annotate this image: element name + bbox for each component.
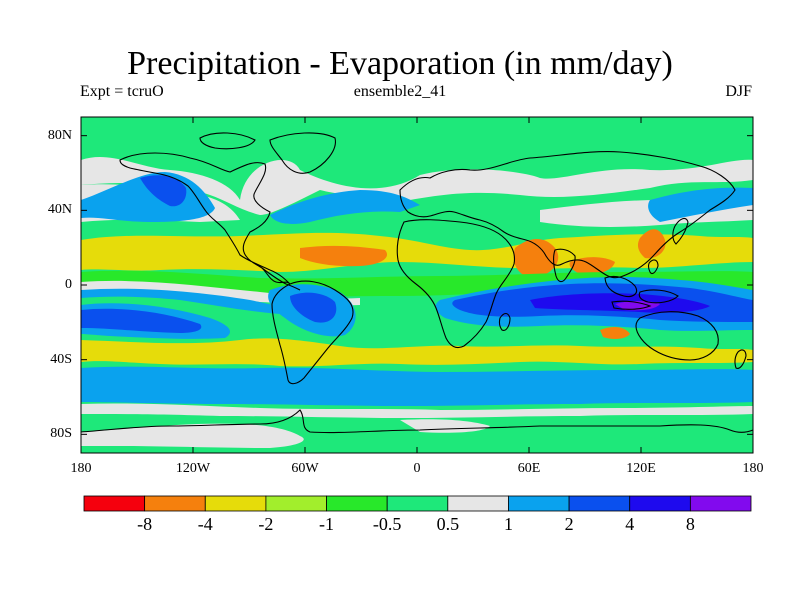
philippines-coast xyxy=(647,259,659,275)
lon-label-4: 60E xyxy=(517,461,541,476)
colorbar-swatch-9 xyxy=(629,495,691,512)
lat-label-80n: 80N xyxy=(47,127,72,143)
lon-label-5: 120E xyxy=(626,461,656,476)
north-america-coast xyxy=(119,152,291,285)
eurasia-coast xyxy=(399,151,736,279)
north-atlantic-dry xyxy=(300,245,388,267)
colorbar-swatch-3 xyxy=(265,495,327,512)
axis-ticks xyxy=(80,117,754,453)
arabian-sea-dry xyxy=(513,239,559,278)
colorbar-label-7: 2 xyxy=(564,514,574,534)
west-pacific-storm-track xyxy=(648,187,753,222)
southern-ocean-light xyxy=(81,403,753,418)
australia-coast xyxy=(635,311,719,361)
lon-label-0: 180 xyxy=(70,461,92,476)
max-wet-patch xyxy=(615,301,660,311)
colorbar-label-5: 0.5 xyxy=(436,514,460,534)
south-america-coast xyxy=(271,280,354,385)
maritime-continent-coast xyxy=(604,275,679,310)
ensemble-label: ensemble2_41 xyxy=(353,83,447,100)
colorbar-swatch-8 xyxy=(568,495,631,512)
lat-label-40n: 40N xyxy=(47,202,72,218)
map-title: Precipitation - Evaporation (in mm/day) xyxy=(127,45,673,82)
antarctica-coast xyxy=(80,409,754,434)
colorbar-swatch-10 xyxy=(689,495,752,512)
south-pacific-convergence-core xyxy=(81,308,202,333)
south-america-wet-core xyxy=(290,292,337,323)
southern-subtropical-dry xyxy=(81,338,753,367)
lat-label-80s: 80S xyxy=(50,426,72,442)
lat-label-0: 0 xyxy=(65,277,72,292)
madagascar-coast xyxy=(498,312,511,331)
season-label: DJF xyxy=(725,83,752,100)
colorbar-label-4: -0.5 xyxy=(372,514,402,534)
south-indian-dry xyxy=(600,326,630,339)
japan-coast xyxy=(672,217,689,245)
india-coast xyxy=(552,248,576,283)
experiment-label: Expt = tcruO xyxy=(80,83,164,100)
colorbar-label-3: -1 xyxy=(319,514,335,534)
antarctic-wet-region xyxy=(81,423,304,448)
colorbar-swatch-5 xyxy=(386,495,449,512)
colorbar-swatch-1 xyxy=(144,495,206,512)
arctic-islands-coast xyxy=(199,132,256,150)
colorbar-swatch-4 xyxy=(326,495,388,512)
arctic-wet-region xyxy=(81,156,753,215)
lon-label-1: 120W xyxy=(175,461,211,476)
coastlines xyxy=(80,132,754,434)
southern-ocean-wet xyxy=(81,366,753,406)
lon-label-3: 0 xyxy=(413,461,421,476)
colorbar-swatch-7 xyxy=(508,495,570,512)
new-zealand-coast xyxy=(734,349,747,369)
north-pacific-storm-track-core xyxy=(140,175,187,207)
colorbar-swatch-0 xyxy=(83,495,146,512)
north-atlantic-storm-track xyxy=(270,190,420,224)
lon-label-2: 60W xyxy=(291,461,319,476)
colorbar-label-8: 4 xyxy=(625,514,635,534)
west-pacific-dry xyxy=(637,229,666,259)
colorbar-label-0: -8 xyxy=(137,514,153,534)
colorbar-label-2: -2 xyxy=(258,514,274,534)
africa-coast xyxy=(396,219,516,349)
colorbar-label-9: 8 xyxy=(685,514,695,534)
colorbar-swatch-2 xyxy=(204,495,267,512)
east-pacific-itcz xyxy=(81,288,300,315)
colorbar-swatch-6 xyxy=(447,495,509,512)
greenland-coast xyxy=(269,132,336,174)
precip-evap-field xyxy=(81,117,753,453)
lat-label-40s: 40S xyxy=(50,351,72,367)
colorbar-label-1: -4 xyxy=(197,514,213,534)
lon-label-6: 180 xyxy=(742,461,764,476)
colorbar xyxy=(83,495,752,512)
central-america-coast xyxy=(261,267,301,291)
colorbar-label-6: 1 xyxy=(503,514,513,534)
